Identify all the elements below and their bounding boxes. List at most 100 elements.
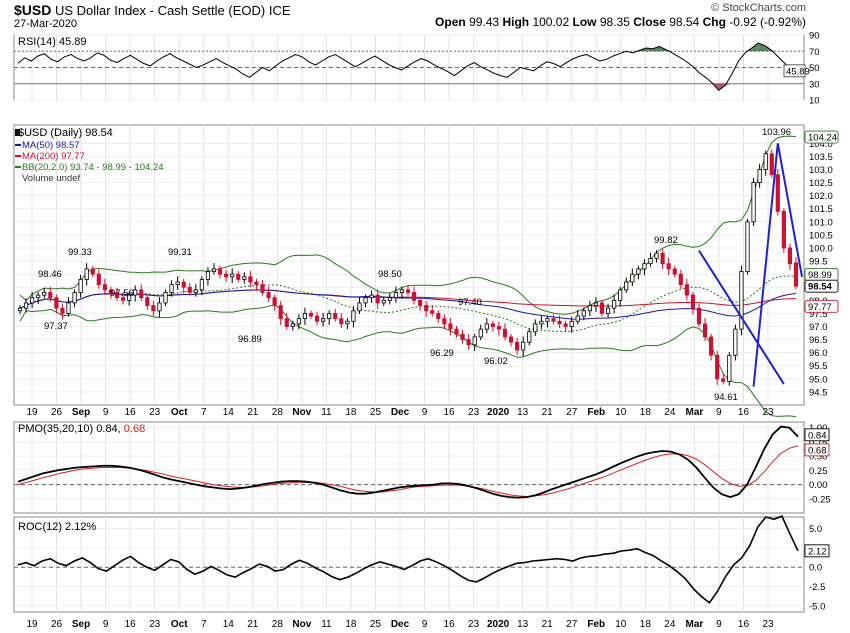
candle-body — [205, 271, 211, 280]
x-axis-label-bottom: 23 — [468, 619, 480, 630]
x-axis-label: Dec — [391, 407, 410, 418]
candle-body — [151, 305, 156, 312]
candle-body — [684, 284, 689, 296]
ma50-line — [19, 289, 797, 320]
y-tick-label: 0.00 — [809, 480, 828, 491]
bb-legend: BB(20,2.0) 93.74 - 98.99 - 104.24 — [22, 162, 164, 173]
y-tick-label: 0.50 — [809, 452, 828, 463]
price-legend-swatch — [15, 129, 20, 136]
y-tick-label: -0.25 — [809, 494, 831, 505]
candle-body — [327, 313, 332, 320]
roc-value-box — [804, 544, 830, 558]
symbol-name: US Dollar Index - Cash Settle (EOD) — [54, 3, 266, 18]
x-axis-label-bottom: 23 — [149, 619, 161, 630]
candle-body — [769, 153, 774, 176]
x-axis-label-bottom: Sep — [72, 619, 90, 630]
x-axis-label-bottom: 27 — [566, 619, 578, 630]
candle-body — [187, 286, 192, 293]
chg-label: Chg — [702, 15, 726, 29]
candle-body — [612, 299, 617, 309]
ohlc-readout: Open 99.43 High 100.02 Low 98.35 Close 9… — [435, 15, 806, 29]
candle-body — [696, 307, 702, 325]
candle-body — [66, 302, 71, 314]
candle-body — [102, 284, 107, 291]
open-value: 99.43 — [469, 15, 500, 29]
candle-body — [175, 281, 180, 286]
candle-body — [284, 318, 289, 327]
candle-body — [78, 278, 83, 293]
candle-body — [781, 210, 786, 249]
candle-body — [733, 328, 738, 356]
price-annotation: 98.46 — [38, 269, 62, 280]
x-axis-label-bottom: 14 — [223, 619, 235, 630]
candle-body — [430, 310, 435, 314]
candle-body — [763, 153, 768, 170]
x-axis-label: 11 — [321, 407, 332, 418]
x-axis-label-bottom: Oct — [171, 619, 188, 630]
x-axis-label: Feb — [587, 407, 605, 418]
y-tick-label: 97.0 — [809, 322, 828, 333]
candle-body — [387, 297, 392, 301]
x-axis-label: 10 — [615, 407, 627, 418]
price-annotation: 97.40 — [458, 297, 482, 308]
candle-body — [193, 289, 198, 293]
x-axis-label: 9 — [422, 407, 428, 418]
y-tick-label: 103.5 — [809, 152, 833, 163]
roc-panel — [13, 516, 805, 613]
x-axis-label-bottom: 16 — [125, 619, 137, 630]
rsi-line — [17, 42, 799, 91]
candle-body — [605, 307, 611, 314]
candle-body — [351, 310, 356, 322]
candle-body — [345, 320, 350, 325]
candle-body — [296, 318, 301, 325]
x-axis-label-bottom: Feb — [587, 619, 605, 630]
x-axis-label: 21 — [542, 407, 554, 418]
ma50-legend: MA(50) 98.57 — [22, 140, 80, 151]
roc-label: ROC(12) 2.12% — [18, 521, 96, 533]
x-axis-label-bottom: 13 — [517, 619, 529, 630]
rsi-last-value: 45.89 — [786, 66, 810, 77]
candle-body — [254, 281, 259, 286]
candle-body — [515, 341, 520, 351]
x-axis-label: 23 — [762, 407, 774, 418]
candle-body — [84, 268, 89, 280]
candle-body — [527, 331, 532, 343]
close-label: Close — [633, 15, 666, 29]
x-axis-label: 28 — [272, 407, 284, 418]
candle-body — [127, 294, 132, 301]
x-axis-label-bottom: 18 — [640, 619, 652, 630]
y-tick-label: -2.5 — [809, 582, 825, 593]
rsi-label: RSI(14) 45.89 — [18, 36, 86, 48]
candle-body — [30, 297, 35, 304]
rsi-last-box — [783, 64, 806, 78]
candle-body — [478, 328, 483, 338]
candle-body — [211, 268, 217, 272]
x-axis-label-bottom: Nov — [292, 619, 311, 630]
bb-lower-line — [19, 304, 797, 418]
candle-body — [624, 281, 629, 291]
price-value-box — [804, 130, 839, 144]
candle-body — [702, 323, 708, 338]
candle-body — [642, 263, 647, 270]
candle-body — [666, 263, 671, 270]
y-tick-label: 96.0 — [809, 348, 828, 359]
candle-body — [248, 276, 253, 283]
symbol: $USD — [14, 2, 52, 18]
y-tick-label: 30 — [809, 79, 820, 90]
x-axis-label: 14 — [223, 407, 235, 418]
candle-body — [545, 318, 550, 322]
x-axis-label: Nov — [292, 407, 311, 418]
price-annotation: 97.37 — [44, 321, 68, 332]
candle-body — [466, 339, 471, 346]
candle-body — [654, 252, 659, 259]
chg-value: -0.92 (-0.92%) — [729, 15, 806, 29]
pmo-value: 0.84, — [96, 423, 124, 435]
pmo-value-label: 0.68 — [808, 445, 827, 456]
candle-body — [321, 318, 326, 322]
close-value: 98.54 — [669, 15, 700, 29]
x-axis-label-bottom: 9 — [103, 619, 109, 630]
x-axis-label-bottom: 9 — [716, 619, 722, 630]
x-axis-label-bottom: 21 — [542, 619, 554, 630]
y-tick-label: -5.0 — [809, 601, 825, 612]
candle-body — [569, 320, 574, 327]
